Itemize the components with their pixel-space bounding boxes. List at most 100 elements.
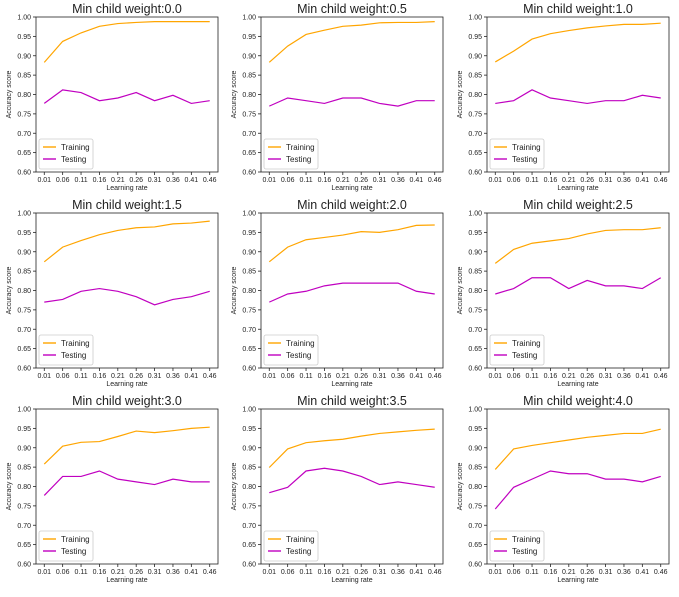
subplot-title: Min child weight:0.0 [72,2,182,16]
x-tick-label: 0.41 [185,177,199,184]
legend-label: Training [512,143,541,152]
x-tick-label: 0.16 [544,373,558,380]
y-tick-label: 0.65 [242,150,256,157]
x-tick-label: 0.31 [599,569,613,576]
series-line-testing [44,287,210,306]
y-tick-label: 0.65 [17,542,31,549]
x-tick-label: 0.46 [428,373,442,380]
axes-frame [260,16,444,173]
x-axis-label: Learning rate [331,185,372,192]
y-tick-label: 0.90 [468,249,482,256]
y-axis-label: Accuracy score [6,70,13,118]
x-tick-label: 0.41 [636,177,650,184]
subplot: Min child weight:1.0 0.60 0.65 0.70 0.75 0.80… [457,2,670,192]
y-tick-label: 1.00 [468,407,482,414]
x-axis-label: Learning rate [557,185,598,192]
axes-frame [486,408,670,565]
subplot-title: Min child weight:1.0 [523,2,633,16]
y-tick-label: 0.90 [242,445,256,452]
series-line-testing [269,282,435,303]
y-tick-label: 0.75 [17,503,31,510]
y-tick-label: 1.00 [242,407,256,414]
y-tick-label: 0.85 [468,73,482,80]
x-tick-label: 0.41 [636,569,650,576]
y-tick-label: 0.85 [242,465,256,472]
y-tick-label: 0.85 [17,465,31,472]
x-tick-label: 0.31 [148,177,162,184]
subplot: Min child weight:3.0 0.60 0.65 0.70 0.75 0.80… [6,394,219,584]
axes-frame [260,212,444,369]
y-tick-label: 0.60 [468,170,482,177]
series-line-testing [495,89,661,105]
x-tick-label: 0.21 [111,373,125,380]
legend-label: Training [61,143,90,152]
y-tick-label: 0.65 [17,150,31,157]
legend: Training Testing [38,334,94,366]
x-tick-label: 0.16 [544,177,558,184]
x-tick-label: 0.01 [262,177,276,184]
subplot-title: Min child weight:2.5 [523,198,633,212]
y-tick-label: 0.90 [17,445,31,452]
legend-label: Testing [61,547,86,556]
x-tick-label: 0.46 [428,569,442,576]
axes-frame [260,408,444,565]
x-tick-label: 0.41 [185,569,199,576]
x-tick-label: 0.21 [111,177,125,184]
y-axis-label: Accuracy score [6,462,13,510]
x-tick-label: 0.01 [37,569,51,576]
y-tick-label: 0.95 [17,230,31,237]
x-tick-label: 0.36 [166,373,180,380]
y-tick-label: 0.80 [468,92,482,99]
subplot-title: Min child weight:4.0 [523,394,633,408]
y-tick-label: 0.95 [242,426,256,433]
x-tick-label: 0.16 [318,569,332,576]
x-tick-label: 0.36 [617,177,631,184]
y-tick-label: 0.65 [242,542,256,549]
series-line-testing [495,277,662,295]
y-tick-label: 0.70 [242,131,256,138]
y-tick-label: 0.80 [242,92,256,99]
subplot-title: Min child weight:0.5 [297,2,407,16]
x-tick-label: 0.26 [354,177,368,184]
y-tick-label: 1.00 [468,15,482,22]
y-tick-label: 0.80 [468,288,482,295]
y-tick-label: 0.85 [242,269,256,276]
y-tick-label: 0.95 [468,230,482,237]
axes-frame [35,16,219,173]
x-tick-label: 0.11 [525,177,538,184]
subplot: Min child weight:0.0 0.60 0.65 0.70 0.75 0.80… [6,2,219,192]
y-tick-label: 0.95 [242,230,256,237]
x-tick-label: 0.06 [507,373,521,380]
x-tick-label: 0.21 [336,177,350,184]
x-tick-label: 0.31 [148,569,162,576]
x-tick-label: 0.36 [166,177,180,184]
y-tick-label: 0.80 [242,288,256,295]
y-tick-label: 0.70 [468,327,482,334]
x-tick-label: 0.21 [562,373,576,380]
legend: Training Testing [263,334,319,366]
x-tick-label: 0.06 [56,177,70,184]
subplot: Min child weight:2.0 0.60 0.65 0.70 0.75 0.80… [231,198,444,388]
series-line-training [494,428,661,470]
subplot: Min child weight:4.0 0.60 0.65 0.70 0.75 0.80… [457,394,670,584]
y-tick-label: 0.90 [17,53,31,60]
y-tick-label: 0.60 [468,366,482,373]
x-tick-label: 0.21 [336,373,350,380]
y-tick-label: 0.70 [242,327,256,334]
x-tick-label: 0.46 [428,177,442,184]
subplot-title: Min child weight:1.5 [72,198,182,212]
legend: Training Testing [489,530,545,562]
y-tick-label: 0.60 [242,170,256,177]
legend: Training Testing [489,334,545,366]
x-tick-label: 0.36 [166,569,180,576]
x-axis-label: Learning rate [331,381,372,388]
x-tick-label: 0.36 [391,569,405,576]
subplot-title: Min child weight:3.0 [72,394,182,408]
x-tick-label: 0.06 [507,569,521,576]
x-tick-label: 0.06 [281,569,295,576]
x-tick-label: 0.11 [525,373,538,380]
y-axis-label: Accuracy score [457,266,464,314]
y-tick-label: 0.95 [242,34,256,41]
x-axis-label: Learning rate [557,381,598,388]
